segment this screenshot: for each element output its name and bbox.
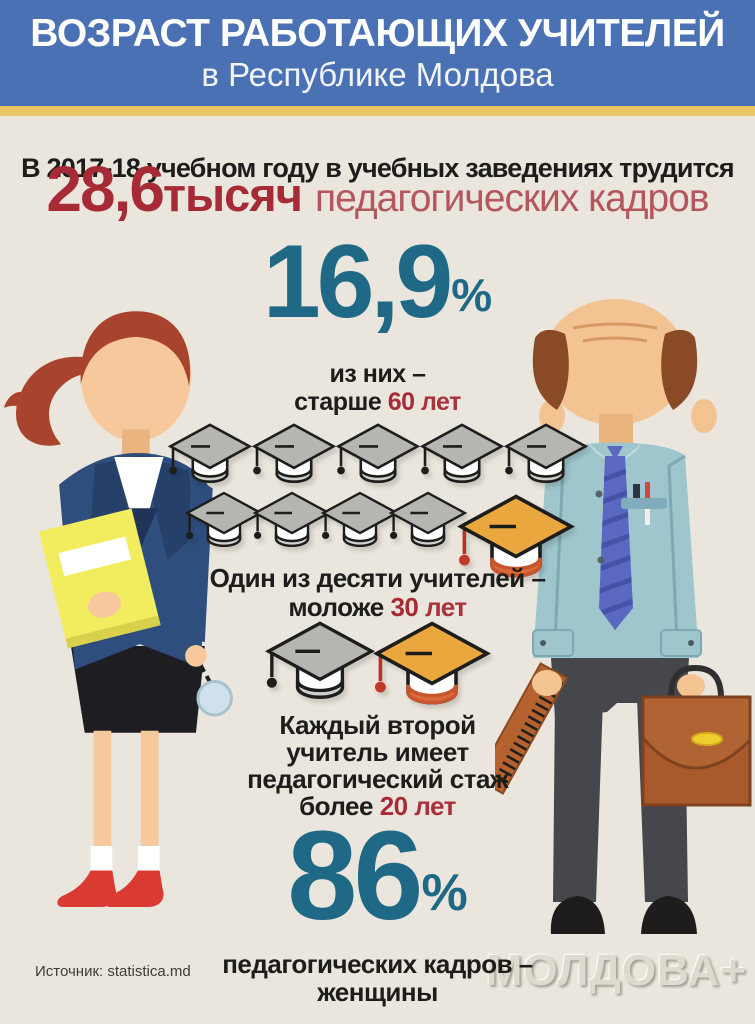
woman-blouse [114,457,164,546]
graduation-cap-icon [251,421,337,489]
headline-number: 28,6 [46,153,165,225]
pointer-stick [199,664,213,685]
graduation-cap-icon [264,618,376,707]
graduation-cap-icon [252,489,332,553]
caption-line: Один из десяти учителей – [209,563,546,593]
stat-over-60-caption: из них – старше 60 лет [0,360,755,416]
intro-line: В 2017-18 учебном году в учебных заведен… [21,153,735,183]
man-head [543,299,687,425]
headline-suffix: педагогических кадров [314,177,710,220]
graduation-cap-icon [167,421,253,489]
graduation-cap-icon [372,618,492,713]
caption-line: моложе 30 лет [288,592,467,622]
woman-hair [80,311,191,387]
graduation-cap-icon [419,421,505,489]
pocket-pen [645,482,650,499]
male-teacher-illustration [495,299,752,934]
graduation-cap-icon [320,489,400,553]
shirt-pocket [621,498,667,509]
woman-skirt [70,646,205,733]
accent-stripe [0,106,755,116]
page-title: ВОЗРАСТ РАБОТАЮЩИХ УЧИТЕЛЕЙ [30,12,725,55]
brand-watermark: МОЛДОВА+ [485,946,747,995]
man-shoe [550,896,605,934]
woman-ponytail [16,356,111,446]
stat-women-value: 86 [287,805,423,946]
headline: 28,6 тысяч педагогических кадров [0,152,755,226]
caption-line: педагогический стаж [247,764,508,794]
caption-one-in-ten: Один из десяти учителей – моложе 30 лет [0,564,755,622]
caps-row-2 [0,489,755,586]
stat-over-60: 16,9 % [0,224,755,340]
stat-women-caption: педагогических кадров – женщины [0,950,755,1006]
caption-one-in-two: Каждый второй учитель имеет педагогическ… [0,712,755,820]
caps-row-1 [0,421,755,489]
caption-line: учитель имеет [286,737,469,767]
page-subtitle: в Республике Молдова [201,56,554,93]
woman-shoe [57,870,117,907]
source-credit: Источник: statistica.md [35,963,191,980]
headline-unit: тысяч [162,168,303,221]
stat-over-60-value: 16,9 [262,224,453,340]
caption-line: из них – [329,360,426,388]
caption-line: Каждый второй [279,710,476,740]
ruler-icon [495,662,569,795]
caption-line: старше 60 лет [294,388,461,416]
pocket-pen [633,484,640,499]
man-hair-right [661,329,698,410]
magnifying-glass-icon [196,680,233,717]
stat-women: 86 % [0,805,755,946]
graduation-cap-icon [184,489,264,553]
man-shoe [641,896,697,934]
caps-pair [0,618,755,713]
caption-line: педагогических кадров – [222,949,533,979]
header: ВОЗРАСТ РАБОТАЮЩИХ УЧИТЕЛЕЙ в Республике… [0,0,755,106]
woman-shoe [104,870,164,907]
graduation-cap-icon [388,489,468,553]
yellow-book [38,508,161,649]
man-hair-left [532,329,569,410]
graduation-cap-icon [456,491,576,586]
percent-sign: % [451,269,493,322]
graduation-cap-icon [335,421,421,489]
graduation-cap-icon [503,421,589,489]
percent-sign: % [421,864,468,923]
caption-line: более 20 лет [299,791,456,821]
caption-line: женщины [317,977,438,1007]
